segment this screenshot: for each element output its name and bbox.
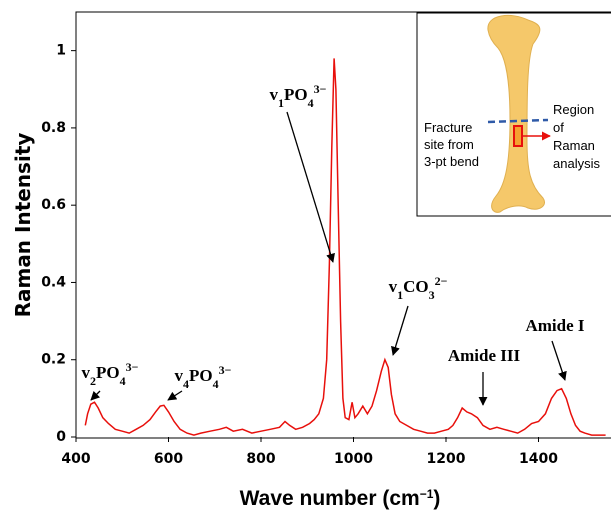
annotation: v2PO43− <box>82 360 139 388</box>
label-part: 1 <box>397 288 403 302</box>
inset-text: 3-pt bend <box>424 154 479 169</box>
x-tick-label: 1200 <box>427 451 466 467</box>
label-part: v <box>270 85 279 104</box>
inset-text: of <box>553 120 564 135</box>
y-tick-label: 0.6 <box>41 197 66 213</box>
spectrum-line <box>84 58 606 436</box>
x-tick-label: 1000 <box>334 451 373 467</box>
inset-text: Region <box>553 102 594 117</box>
label-part: 3− <box>314 82 327 96</box>
label-part: 3− <box>126 360 139 374</box>
label-part: PO <box>96 363 120 382</box>
annotation-arrow <box>167 390 183 401</box>
y-tick-label: 0.4 <box>41 274 66 290</box>
annotation-arrow <box>551 340 567 381</box>
x-tick-label: 600 <box>154 451 183 467</box>
y-axis-label: Raman Intensity <box>11 133 35 318</box>
annotation-arrow <box>90 390 101 401</box>
label-part: v <box>389 277 398 296</box>
annotation: v1PO43− <box>270 82 327 110</box>
label-part: v <box>82 363 91 382</box>
label-part: ) <box>433 487 440 510</box>
label-part: (cm <box>382 487 419 510</box>
annotation: v4PO43− <box>175 363 232 391</box>
inset-text: analysis <box>553 156 600 171</box>
label-part: 1 <box>278 96 284 110</box>
label-part: 4 <box>213 377 219 391</box>
inset-text: Raman <box>553 138 595 153</box>
label-part: 2− <box>435 274 448 288</box>
label-part: 4 <box>120 374 126 388</box>
fracture-line <box>487 118 549 124</box>
label-part: −1 <box>420 487 434 501</box>
label-part: 3− <box>219 363 232 377</box>
bone <box>487 14 545 213</box>
label-part: Amide I <box>525 316 584 335</box>
label-part: PO <box>189 366 213 385</box>
label-part: CO <box>403 277 429 296</box>
annotation: Amide I <box>525 316 584 335</box>
label-part: 2 <box>90 374 96 388</box>
plot-frame <box>75 11 611 439</box>
analysis-region <box>513 125 523 147</box>
y-tick-label: 0 <box>56 429 66 445</box>
label-part: 4 <box>183 377 189 391</box>
x-tick-label: 800 <box>246 451 275 467</box>
y-tick-label: 1 <box>56 43 66 59</box>
x-axis-label: Wave number (cm−1) <box>240 487 441 510</box>
label-part: PO <box>284 85 308 104</box>
y-tick-label: 0.8 <box>41 120 66 136</box>
annotation-arrow <box>286 111 335 263</box>
annotation-arrow <box>391 305 409 356</box>
x-tick-label: 1400 <box>519 451 558 467</box>
x-tick-label: 400 <box>61 451 90 467</box>
label-part: Wave number <box>240 487 383 510</box>
inset-text: Fracture <box>424 120 472 135</box>
label-part: 4 <box>308 96 314 110</box>
label-part: v <box>175 366 184 385</box>
y-tick-label: 0.2 <box>41 352 66 368</box>
inset-text: site from <box>424 137 474 152</box>
label-part: Amide III <box>448 346 521 365</box>
inset: Fracture site from 3-pt bend Region of Raman a… <box>416 12 611 217</box>
label-part: 3 <box>429 288 435 302</box>
annotation: Amide III <box>448 346 521 365</box>
annotation: v1CO32− <box>389 274 448 302</box>
